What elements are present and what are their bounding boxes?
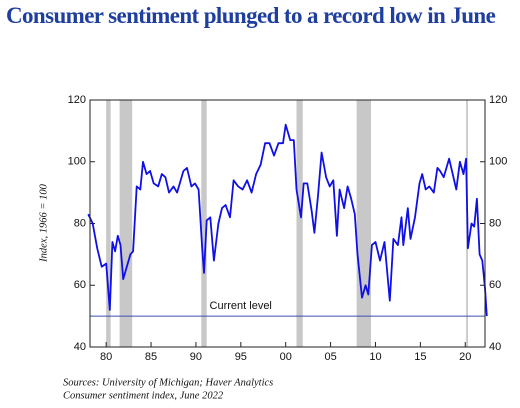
subtitle-note: Consumer sentiment index, June 2022 — [63, 390, 224, 401]
y-tick-label: 100 — [68, 156, 86, 168]
x-tick-label: 80 — [100, 351, 112, 363]
x-tick-label: 20 — [459, 351, 471, 363]
recession-band — [119, 100, 133, 347]
data-line — [87, 123, 488, 317]
x-tick-label: 10 — [369, 351, 381, 363]
y2-tick-label: 40 — [489, 341, 501, 353]
y2-tick-label: 80 — [489, 217, 501, 229]
recession-band — [106, 100, 111, 347]
chart-title: Consumer sentiment plunged to a record l… — [6, 3, 496, 28]
x-tick-label: 90 — [190, 351, 202, 363]
reference-label: Current level — [210, 300, 272, 312]
x-tick-label: 15 — [414, 351, 426, 363]
y2-tick-label: 120 — [489, 94, 507, 106]
y2-tick-label: 60 — [489, 279, 501, 291]
source-note: Sources: University of Michigan; Haver A… — [63, 377, 273, 388]
x-tick-label: 00 — [280, 351, 292, 363]
recession-band — [356, 100, 371, 347]
y-tick-label: 120 — [68, 94, 86, 106]
x-tick-label: 95 — [235, 351, 247, 363]
x-tick-label: 85 — [145, 351, 157, 363]
y2-tick-label: 100 — [489, 156, 507, 168]
plot-frame — [89, 99, 486, 348]
y-tick-label: 60 — [74, 279, 86, 291]
y-axis-label: Index, 1966 = 100 — [38, 183, 49, 262]
y-tick-label: 40 — [74, 341, 86, 353]
y-tick-label: 80 — [74, 217, 86, 229]
recession-band — [201, 100, 207, 347]
recession-band — [296, 100, 303, 347]
x-tick-label: 05 — [324, 351, 336, 363]
